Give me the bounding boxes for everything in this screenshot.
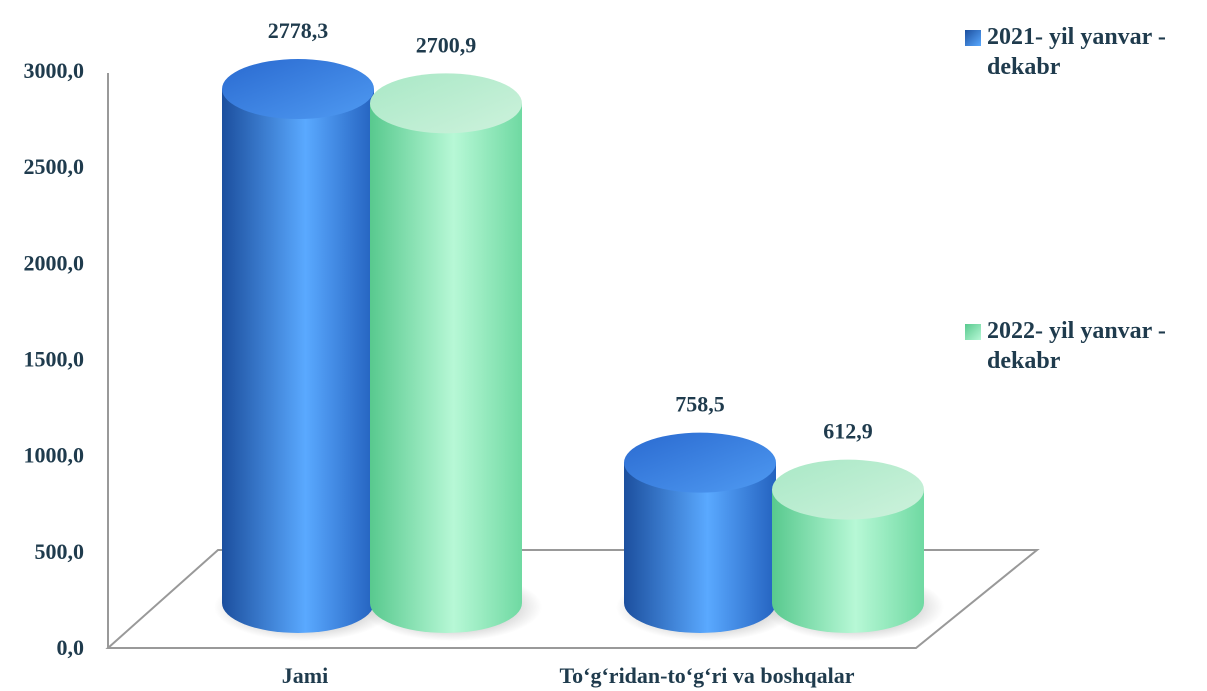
y-tick-label: 0,0 bbox=[57, 635, 85, 660]
bar bbox=[222, 89, 374, 633]
bar bbox=[624, 462, 776, 633]
bar bbox=[772, 489, 924, 633]
x-tick-label: To‘g‘ridan-to‘g‘ri va boshqalar bbox=[560, 663, 855, 688]
legend-text: 2022- yil yanvar - dekabr bbox=[987, 318, 1166, 374]
y-tick-label: 500,0 bbox=[35, 539, 85, 564]
y-tick-label: 1500,0 bbox=[24, 347, 85, 372]
legend-item: 2022- yil yanvar - dekabr bbox=[965, 316, 1202, 376]
value-label: 758,5 bbox=[675, 392, 725, 417]
bar bbox=[370, 103, 522, 634]
legend-item: 2021- yil yanvar - dekabr bbox=[965, 22, 1202, 82]
y-tick-label: 2500,0 bbox=[24, 154, 85, 179]
bar-top bbox=[624, 432, 776, 493]
y-tick-label: 1000,0 bbox=[24, 443, 85, 468]
value-label: 2700,9 bbox=[416, 32, 477, 57]
value-label: 2778,3 bbox=[268, 18, 329, 43]
y-tick-label: 3000,0 bbox=[24, 58, 85, 83]
bar-top bbox=[772, 459, 924, 520]
x-tick-label: Jami bbox=[282, 663, 328, 688]
value-label: 612,9 bbox=[823, 419, 873, 444]
legend-text: 2021- yil yanvar - dekabr bbox=[987, 24, 1166, 80]
y-tick-label: 2000,0 bbox=[24, 250, 85, 275]
bar-top bbox=[370, 73, 522, 134]
bar-top bbox=[222, 59, 374, 120]
legend-swatch bbox=[965, 324, 981, 340]
floor bbox=[105, 549, 1040, 649]
legend-swatch bbox=[965, 30, 981, 46]
